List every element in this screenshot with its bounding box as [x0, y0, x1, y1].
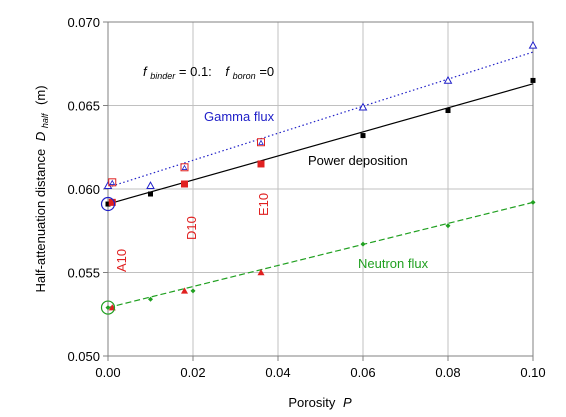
x-tick-label: 0.10: [520, 365, 545, 380]
condition-f1-val: = 0.1:: [179, 64, 212, 79]
point-series-1: [361, 133, 366, 138]
sample-power-square: [181, 180, 188, 187]
x-tick-label: 0.08: [435, 365, 460, 380]
sample-power-square: [258, 160, 265, 167]
sample-label-e10: E10: [256, 193, 271, 216]
x-axis-label: Porosity P: [288, 395, 352, 410]
point-series-1: [446, 108, 451, 113]
condition-f2-sub: boron: [233, 71, 256, 81]
y-tick-label: 0.055: [67, 266, 100, 281]
y-tick-label: 0.065: [67, 99, 100, 114]
point-series-1: [531, 78, 536, 83]
y-axis-label-text: Half-attenuation distance: [33, 149, 48, 293]
sample-label-d10: D10: [184, 216, 199, 240]
y-axis-label-unit: (m): [33, 85, 48, 105]
series-label-power-deposition: Power deposition: [308, 153, 408, 168]
y-axis-label: Half-attenuation distance D half (m): [33, 85, 51, 292]
series-label-gamma-flux: Gamma flux: [204, 109, 275, 124]
condition-f2: f: [225, 64, 230, 79]
x-axis-label-text: Porosity: [288, 395, 335, 410]
sample-label-a10: A10: [114, 249, 129, 272]
condition-f2-val: =0: [259, 64, 274, 79]
x-tick-label: 0.04: [265, 365, 290, 380]
x-tick-label: 0.00: [95, 365, 120, 380]
y-tick-label: 0.070: [67, 15, 100, 30]
y-axis-label-symbol: D: [33, 132, 48, 141]
y-axis-ticks: 0.050 0.055 0.060 0.065 0.070: [67, 15, 108, 364]
y-tick-label: 0.060: [67, 182, 100, 197]
condition-f1: f: [143, 64, 148, 79]
condition-f1-sub: binder: [150, 71, 176, 81]
x-axis-label-symbol: P: [343, 395, 352, 410]
y-axis-label-subscript: half: [40, 112, 50, 128]
series-label-neutron-flux: Neutron flux: [358, 256, 429, 271]
x-tick-label: 0.06: [350, 365, 375, 380]
y-tick-label: 0.050: [67, 349, 100, 364]
x-axis-ticks: 0.00 0.02 0.04 0.06 0.08 0.10: [95, 356, 545, 380]
x-tick-label: 0.02: [180, 365, 205, 380]
point-series-1: [148, 192, 153, 197]
